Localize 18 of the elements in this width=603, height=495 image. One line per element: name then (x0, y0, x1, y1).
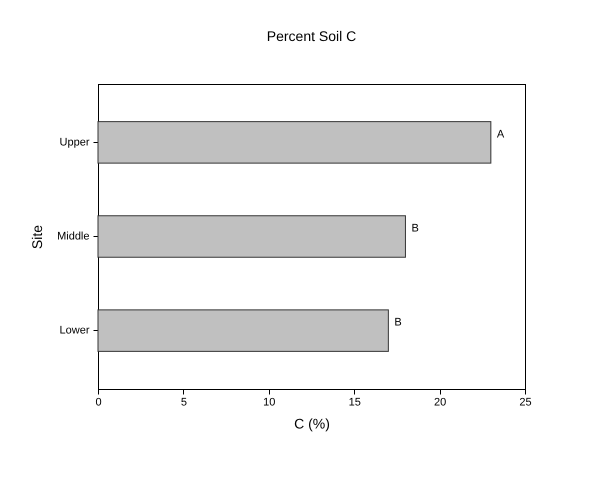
x-tick-label: 0 (95, 396, 102, 408)
y-axis-title: Site (29, 224, 46, 250)
x-tick-label: 25 (519, 396, 532, 408)
bar (98, 121, 492, 164)
annotation: B (411, 222, 419, 234)
x-tick-label: 15 (348, 396, 361, 408)
annotation: A (496, 128, 505, 140)
x-tick-label: 10 (263, 396, 276, 408)
bar (98, 309, 389, 352)
x-axis-title: C (%) (294, 416, 330, 432)
x-tick-label: 5 (180, 396, 187, 408)
y-tick-label: Upper (60, 136, 90, 148)
y-tick-label: Lower (60, 324, 90, 337)
x-tick-label: 20 (434, 396, 446, 408)
bar (98, 215, 406, 258)
y-tick-label: Middle (57, 230, 90, 242)
annotation: B (394, 316, 402, 329)
chart-title: Percent Soil C (266, 28, 356, 44)
